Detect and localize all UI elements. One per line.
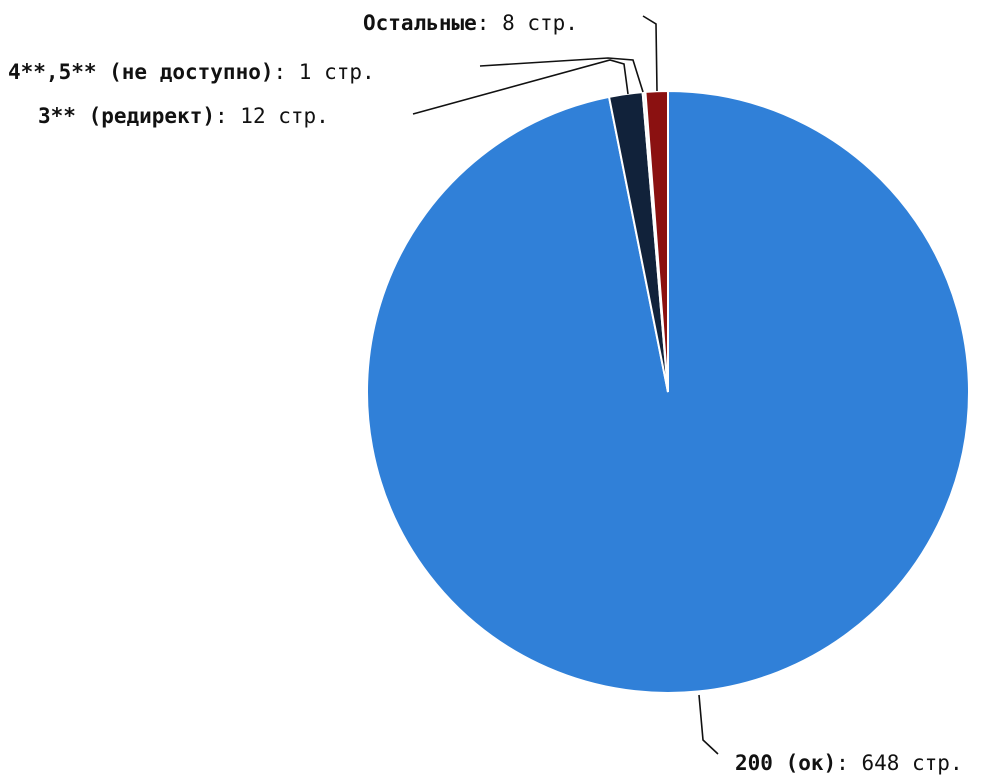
label-other: Остальные: 8 стр.	[363, 11, 578, 35]
label-200-ok-name: 200 (ок)	[735, 751, 836, 775]
label-4xx-5xx-unavailable-name: 4**,5** (не доступно)	[8, 60, 274, 84]
leader-3xx	[412, 59, 629, 115]
leader-lines	[412, 15, 719, 755]
pie-slices	[366, 89, 970, 694]
label-200-ok-value: : 648 стр.	[836, 751, 962, 775]
label-3xx-redirect: 3** (редирект): 12 стр.	[38, 104, 329, 128]
label-other-value: : 8 стр.	[477, 11, 578, 35]
label-other-name: Остальные	[363, 11, 477, 35]
leader-4xx-5xx	[479, 57, 644, 93]
slice-labels: 200 (ок): 648 стр. 3** (редирект): 12 стр…	[8, 11, 963, 775]
label-4xx-5xx-unavailable-value: : 1 стр.	[274, 60, 375, 84]
slice-other	[644, 89, 669, 393]
leader-other	[642, 15, 658, 92]
label-3xx-redirect-value: : 12 стр.	[215, 104, 329, 128]
label-3xx-redirect-name: 3** (редирект)	[38, 104, 215, 128]
leader-200	[698, 694, 719, 755]
label-4xx-5xx-unavailable: 4**,5** (не доступно): 1 стр.	[8, 60, 375, 84]
label-200-ok: 200 (ок): 648 стр.	[735, 751, 963, 775]
